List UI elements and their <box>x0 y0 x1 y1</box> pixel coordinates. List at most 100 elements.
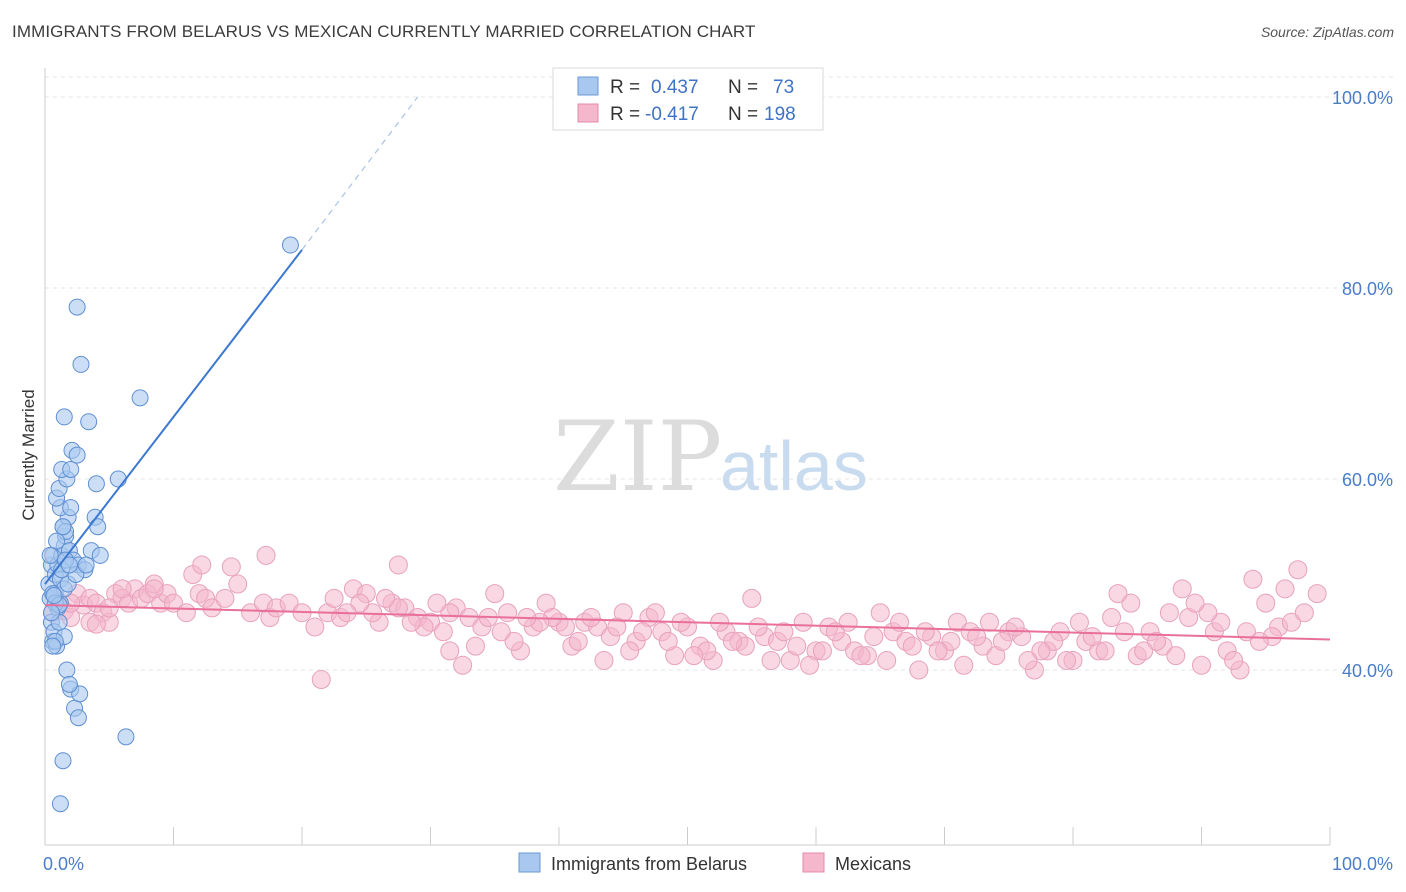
data-point-mexicans <box>1172 579 1192 599</box>
data-point-mexicans <box>1114 622 1134 642</box>
data-point-mexicans <box>1211 612 1231 632</box>
data-point-belarus <box>54 518 72 536</box>
data-point-mexicans <box>324 588 344 608</box>
data-point-mexicans <box>228 574 248 594</box>
data-point-mexicans <box>1147 631 1167 651</box>
data-point-belarus <box>87 475 105 493</box>
data-point-mexicans <box>581 607 601 627</box>
data-point-mexicans <box>1018 650 1038 670</box>
x-tick-label: 100.0% <box>1332 854 1393 874</box>
legend-n-label: N = <box>728 104 758 125</box>
data-point-mexicans <box>742 588 762 608</box>
data-point-mexicans <box>793 612 813 632</box>
data-point-mexicans <box>761 650 781 670</box>
data-point-mexicans <box>241 603 261 623</box>
data-point-mexicans <box>1005 617 1025 637</box>
data-point-mexicans <box>221 557 241 577</box>
data-point-belarus <box>41 546 59 564</box>
y-tick-labels: 40.0% 60.0% 80.0% 100.0% <box>1332 88 1393 681</box>
data-point-mexicans <box>256 545 276 565</box>
data-point-mexicans <box>1102 607 1122 627</box>
data-point-mexicans <box>928 641 948 661</box>
data-point-mexicans <box>453 655 473 675</box>
data-point-mexicans <box>645 603 665 623</box>
data-point-mexicans <box>967 627 987 647</box>
data-point-mexicans <box>86 614 106 634</box>
data-point-belarus <box>109 470 127 488</box>
data-point-belarus <box>51 795 69 813</box>
data-point-mexicans <box>902 636 922 656</box>
data-point-mexicans <box>1288 560 1308 580</box>
x-tick-label: 0.0% <box>43 854 84 874</box>
data-point-mexicans <box>1275 579 1295 599</box>
data-point-mexicans <box>388 555 408 575</box>
data-point-mexicans <box>870 603 890 623</box>
data-point-mexicans <box>877 650 897 670</box>
data-point-mexicans <box>1198 603 1218 623</box>
correlation-legend: R = 0.437 N = 73 R = -0.417 N = 198 <box>552 67 824 131</box>
data-point-mexicans <box>979 612 999 632</box>
grid-lines <box>45 76 1393 671</box>
trend-line-belarus <box>44 249 303 585</box>
data-point-mexicans <box>1057 650 1077 670</box>
trend-line-mexicans <box>44 604 1331 641</box>
data-point-mexicans <box>915 622 935 642</box>
data-point-mexicans <box>440 603 460 623</box>
data-point-mexicans <box>1159 603 1179 623</box>
data-point-mexicans <box>722 631 742 651</box>
data-point-mexicans <box>658 631 678 651</box>
legend-swatch-mexicans <box>802 852 825 873</box>
data-point-mexicans <box>594 650 614 670</box>
data-point-mexicans <box>774 622 794 642</box>
chart-title: IMMIGRANTS FROM BELARUS VS MEXICAN CURRE… <box>12 22 756 41</box>
data-point-belarus <box>68 446 86 464</box>
data-point-mexicans <box>1121 593 1141 613</box>
data-point-belarus <box>62 499 80 517</box>
x-tick-labels: 0.0% 100.0% <box>43 854 1393 874</box>
y-tick-label: 80.0% <box>1342 279 1393 299</box>
data-point-belarus <box>131 389 149 407</box>
y-tick-label: 60.0% <box>1342 470 1393 490</box>
data-point-belarus <box>69 709 87 727</box>
data-point-belarus <box>54 752 72 770</box>
data-point-mexicans <box>1031 641 1051 661</box>
data-point-mexicans <box>800 655 820 675</box>
data-point-mexicans <box>1082 627 1102 647</box>
legend-swatch-pink <box>577 103 599 123</box>
data-point-belarus <box>80 413 98 431</box>
data-point-mexicans <box>433 622 453 642</box>
data-point-mexicans <box>607 617 627 637</box>
data-point-mexicans <box>1281 612 1301 632</box>
legend-r-label: R = <box>610 104 640 125</box>
watermark: ZIP atlas <box>553 401 868 513</box>
watermark-atlas: atlas <box>720 427 868 505</box>
data-point-mexicans <box>485 584 505 604</box>
data-point-belarus <box>117 728 135 746</box>
y-axis-title: Currently Married <box>19 389 38 520</box>
data-point-mexicans <box>1224 650 1244 670</box>
data-point-mexicans <box>202 598 222 618</box>
data-point-mexicans <box>909 660 929 680</box>
data-point-mexicans <box>112 579 132 599</box>
legend-n-value: 198 <box>764 104 796 125</box>
data-point-belarus <box>72 355 90 373</box>
data-point-mexicans <box>1294 603 1314 623</box>
data-point-mexicans <box>787 636 807 656</box>
data-point-mexicans <box>1095 641 1115 661</box>
data-point-mexicans <box>890 612 910 632</box>
legend-r-value: -0.417 <box>645 104 699 125</box>
legend-label-belarus: Immigrants from Belarus <box>551 854 747 874</box>
trend-line-belarus-extension <box>301 96 419 251</box>
data-point-mexicans <box>401 612 421 632</box>
data-point-belarus <box>62 460 80 478</box>
data-point-mexicans <box>812 641 832 661</box>
data-point-belarus <box>58 661 76 679</box>
data-point-mexicans <box>633 622 653 642</box>
data-point-mexicans <box>1185 593 1205 613</box>
data-point-mexicans <box>1243 569 1263 589</box>
data-point-belarus <box>48 532 66 550</box>
data-point-mexicans <box>350 593 370 613</box>
data-point-belarus <box>91 546 109 564</box>
legend-n-label: N = <box>728 77 758 98</box>
